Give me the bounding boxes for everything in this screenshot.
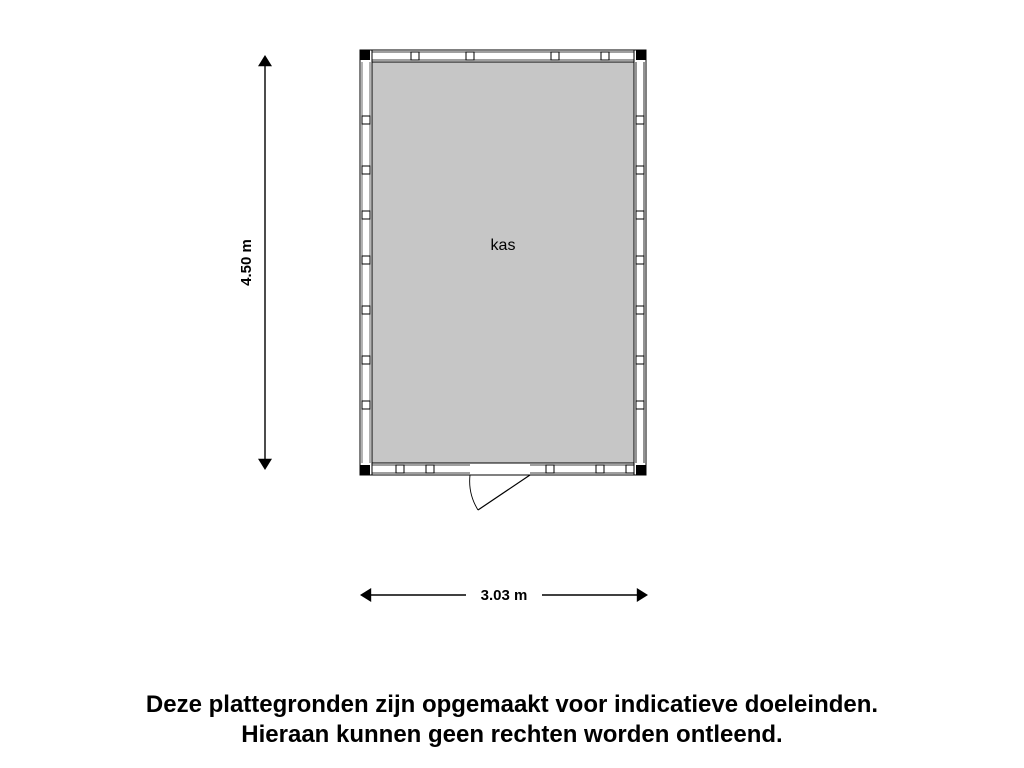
mullion [362,256,370,264]
mullion [466,52,474,60]
mullion [636,306,644,314]
corner-post [360,465,370,475]
floorplan-svg: kas 4.50 m 3.03 m [0,0,1024,768]
mullion [362,166,370,174]
door-opening [470,464,530,474]
corner-post [636,50,646,60]
mullion [626,465,634,473]
mullion [636,166,644,174]
mullion [636,211,644,219]
door-leaf [478,475,530,510]
mullion [426,465,434,473]
dim-vertical-label: 4.50 m [238,239,255,286]
mullion [636,401,644,409]
disclaimer-text: Deze plattegronden zijn opgemaakt voor i… [0,690,1024,750]
mullion [362,116,370,124]
mullion [596,465,604,473]
room-fill [372,62,634,463]
mullion [362,356,370,364]
corner-post [360,50,370,60]
mullion [411,52,419,60]
dim-horiz-label: 3.03 m [481,587,528,604]
corner-post [636,465,646,475]
disclaimer-line2: Hieraan kunnen geen rechten worden ontle… [241,721,782,748]
mullion [396,465,404,473]
mullion [546,465,554,473]
mullion [362,306,370,314]
mullion [362,401,370,409]
mullion [601,52,609,60]
mullion [362,211,370,219]
mullion [551,52,559,60]
mullion [636,356,644,364]
room-label: kas [491,237,516,254]
mullion [636,256,644,264]
disclaimer-line1: Deze plattegronden zijn opgemaakt voor i… [146,691,878,718]
door-arc [470,475,478,510]
mullion [636,116,644,124]
